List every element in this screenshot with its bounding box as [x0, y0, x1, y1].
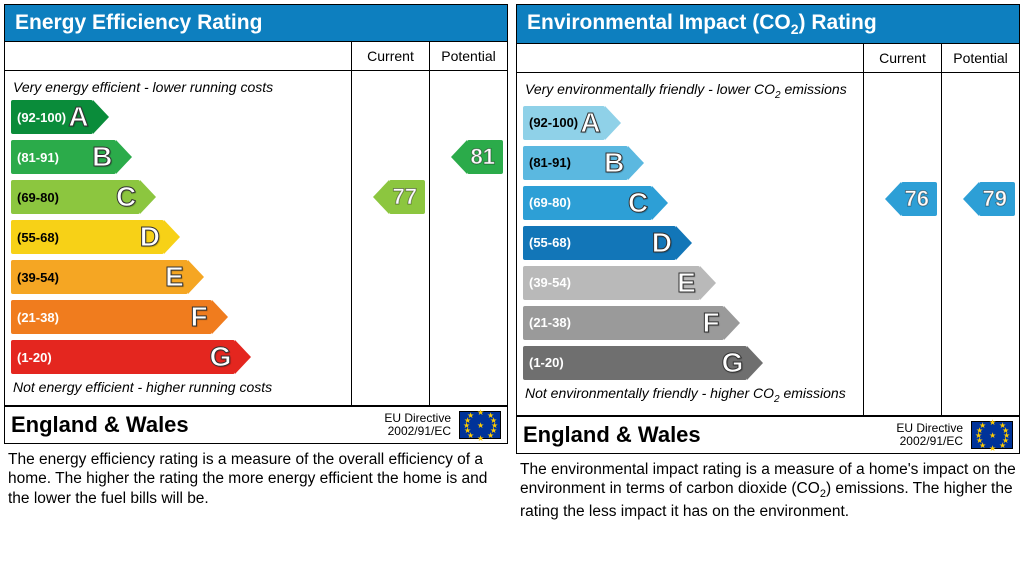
potential-column: 81 — [429, 71, 507, 405]
band-row: (39-54) E — [5, 257, 351, 297]
rating-band-f: (21-38) F — [523, 306, 724, 340]
bottom-caption: Not environmentally friendly - higher CO… — [517, 383, 863, 411]
band-range: (69-80) — [17, 190, 59, 205]
current-column: 77 — [351, 71, 429, 405]
eu-directive: EU Directive2002/91/EC — [896, 422, 963, 448]
bottom-caption: Not energy efficient - higher running co… — [5, 377, 351, 401]
band-letter: F — [190, 301, 207, 333]
band-range: (69-80) — [529, 195, 571, 210]
band-range: (81-91) — [17, 150, 59, 165]
band-letter: G — [210, 341, 232, 373]
rating-band-g: (1-20) G — [523, 346, 747, 380]
header-potential: Potential — [429, 42, 507, 71]
rating-band-a: (92-100)A — [11, 100, 93, 134]
eu-flag-icon — [459, 411, 501, 439]
rating-grid: CurrentPotential Very environmentally fri… — [516, 44, 1020, 416]
band-range: (55-68) — [529, 235, 571, 250]
region-row: England & Wales EU Directive2002/91/EC — [516, 416, 1020, 454]
band-row: (55-68) D — [517, 223, 863, 263]
rating-band-d: (55-68) D — [11, 220, 164, 254]
rating-charts-container: Energy Efficiency RatingCurrentPotential… — [0, 0, 1024, 525]
panel-description: The energy efficiency rating is a measur… — [4, 444, 508, 508]
band-letter: A — [580, 107, 600, 139]
band-row: (21-38) F — [517, 303, 863, 343]
panel-description: The environmental impact rating is a mea… — [516, 454, 1020, 522]
band-row: (39-54) E — [517, 263, 863, 303]
band-range: (55-68) — [17, 230, 59, 245]
band-range: (39-54) — [17, 270, 59, 285]
band-range: (1-20) — [529, 355, 564, 370]
rating-band-b: (81-91) B — [11, 140, 116, 174]
environmental-impact-panel: Environmental Impact (CO2) RatingCurrent… — [516, 4, 1020, 521]
band-letter: D — [140, 221, 160, 253]
current-column: 76 — [863, 73, 941, 415]
rating-grid: CurrentPotential Very energy efficient - … — [4, 42, 508, 406]
band-row: (1-20) G — [5, 337, 351, 377]
potential-column: 79 — [941, 73, 1019, 415]
current-value-arrow: 77 — [389, 180, 425, 214]
region-row: England & Wales EU Directive2002/91/EC — [4, 406, 508, 444]
region-name: England & Wales — [523, 422, 888, 448]
rating-band-d: (55-68) D — [523, 226, 676, 260]
band-row: (92-100)A — [5, 97, 351, 137]
rating-band-a: (92-100)A — [523, 106, 605, 140]
rating-band-c: (69-80) C — [523, 186, 652, 220]
potential-value-arrow: 81 — [467, 140, 503, 174]
top-caption: Very environmentally friendly - lower CO… — [517, 77, 863, 103]
band-letter: C — [628, 187, 648, 219]
band-row: (69-80) C — [5, 177, 351, 217]
header-blank — [5, 42, 351, 71]
header-potential: Potential — [941, 44, 1019, 73]
band-range: (81-91) — [529, 155, 571, 170]
band-letter: A — [68, 101, 88, 133]
rating-band-c: (69-80) C — [11, 180, 140, 214]
rating-band-b: (81-91) B — [523, 146, 628, 180]
band-range: (21-38) — [529, 315, 571, 330]
band-letter: F — [702, 307, 719, 339]
band-letter: B — [604, 147, 624, 179]
header-blank — [517, 44, 863, 73]
top-caption: Very energy efficient - lower running co… — [5, 75, 351, 97]
rating-band-g: (1-20) G — [11, 340, 235, 374]
band-letter: D — [652, 227, 672, 259]
band-letter: G — [722, 347, 744, 379]
band-row: (1-20) G — [517, 343, 863, 383]
potential-value-arrow: 79 — [979, 182, 1015, 216]
band-letter: E — [165, 261, 184, 293]
header-current: Current — [863, 44, 941, 73]
rating-band-e: (39-54) E — [11, 260, 188, 294]
band-range: (39-54) — [529, 275, 571, 290]
band-row: (55-68) D — [5, 217, 351, 257]
bands-column: Very energy efficient - lower running co… — [5, 71, 351, 405]
band-row: (92-100)A — [517, 103, 863, 143]
band-range: (92-100) — [17, 110, 66, 125]
band-row: (81-91) B — [517, 143, 863, 183]
eu-directive: EU Directive2002/91/EC — [384, 412, 451, 438]
band-range: (1-20) — [17, 350, 52, 365]
band-row: (21-38) F — [5, 297, 351, 337]
panel-title: Energy Efficiency Rating — [4, 4, 508, 42]
rating-band-f: (21-38) F — [11, 300, 212, 334]
band-letter: B — [92, 141, 112, 173]
band-letter: E — [677, 267, 696, 299]
band-row: (69-80) C — [517, 183, 863, 223]
band-letter: C — [116, 181, 136, 213]
band-row: (81-91) B — [5, 137, 351, 177]
region-name: England & Wales — [11, 412, 376, 438]
energy-efficiency-panel: Energy Efficiency RatingCurrentPotential… — [4, 4, 508, 521]
band-range: (92-100) — [529, 115, 578, 130]
band-range: (21-38) — [17, 310, 59, 325]
rating-band-e: (39-54) E — [523, 266, 700, 300]
current-value-arrow: 76 — [901, 182, 937, 216]
header-current: Current — [351, 42, 429, 71]
bands-column: Very environmentally friendly - lower CO… — [517, 73, 863, 415]
eu-flag-icon — [971, 421, 1013, 449]
panel-title: Environmental Impact (CO2) Rating — [516, 4, 1020, 44]
